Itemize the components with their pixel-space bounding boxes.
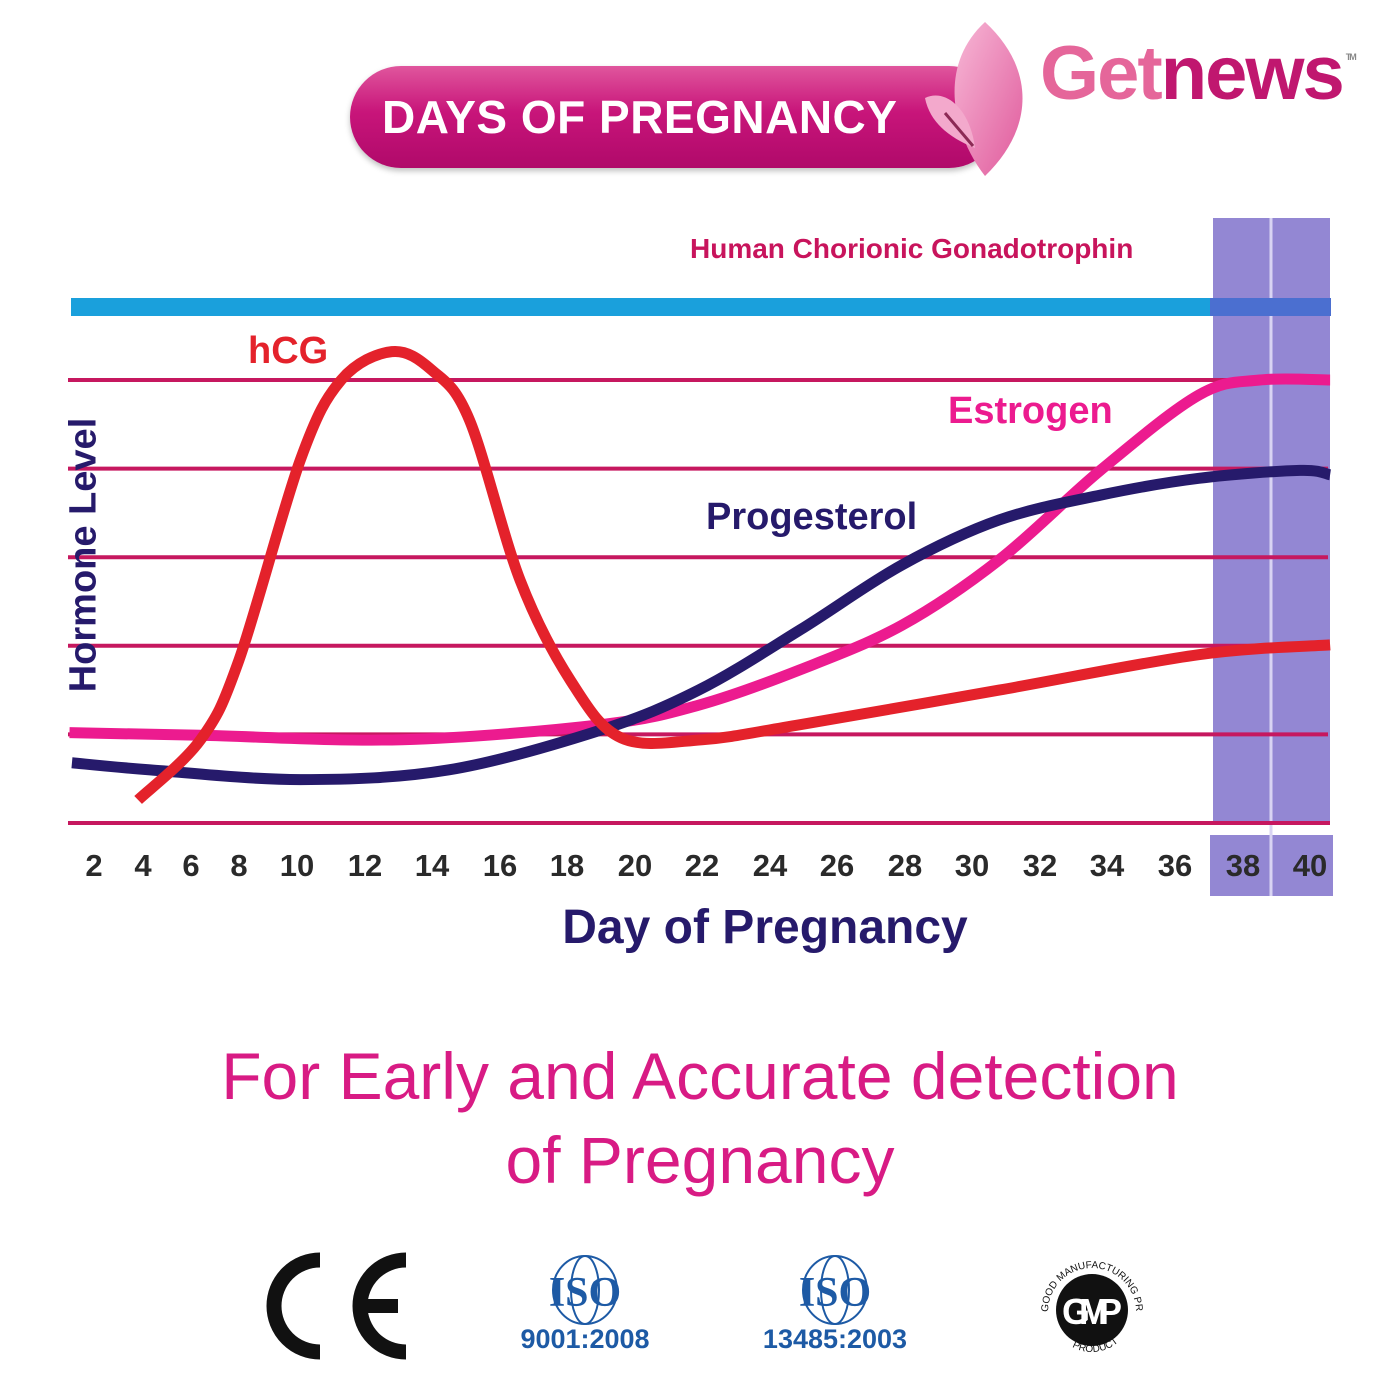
- series-label-hcg: hCG: [248, 330, 329, 372]
- x-tick-label: 8: [230, 848, 248, 883]
- x-tick-label: 10: [279, 848, 315, 883]
- x-tick-label: 18: [549, 848, 585, 883]
- x-tick-label: 24: [752, 848, 788, 883]
- svg-text:GMP: GMP: [1062, 1291, 1122, 1332]
- x-axis-label: Day of Pregnancy: [562, 901, 968, 954]
- x-tick-label: 30: [954, 848, 990, 883]
- tagline-line2: of Pregnancy: [505, 1123, 895, 1197]
- x-tick-label: 16: [482, 848, 518, 883]
- hcg-bar: [71, 298, 1331, 316]
- x-tick-label: 26: [819, 848, 855, 883]
- series-label-estrogen: Estrogen: [948, 390, 1113, 432]
- hcg-bar-band: [1210, 298, 1331, 316]
- series-label-progesterol: Progesterol: [706, 496, 918, 538]
- x-tick-label: 34: [1089, 848, 1125, 883]
- banner-title: DAYS OF PREGNANCY: [382, 91, 898, 143]
- iso-code: 9001:2008: [520, 1324, 650, 1354]
- chart-title: Human Chorionic Gonadotrophin: [690, 233, 1134, 264]
- gmp-seal-icon: GMP GOOD MANUFACTURING PRACTICE PRODUCT: [1034, 1252, 1144, 1355]
- title-banner: DAYS OF PREGNANCY: [350, 66, 1000, 168]
- iso-code: 13485:2003: [762, 1324, 908, 1354]
- x-tick-label: 14: [414, 848, 450, 883]
- ce-mark-icon: [266, 1252, 407, 1360]
- iso-13485-badge: ISO 13485:2003: [750, 1252, 920, 1355]
- x-tick-label: 28: [887, 848, 923, 883]
- series-line-progesterol: [71, 464, 1332, 786]
- svg-text:ISO: ISO: [799, 1270, 871, 1316]
- x-tick-label: 38: [1225, 848, 1261, 883]
- iso-globe-icon: ISO: [799, 1255, 871, 1325]
- x-tick-label: 32: [1022, 848, 1058, 883]
- x-tick-label: 22: [684, 848, 720, 883]
- x-tick-label: 12: [347, 848, 383, 883]
- x-tick-label: 20: [617, 848, 653, 883]
- hormone-chart: [68, 218, 1333, 896]
- x-tick-label: 40: [1292, 848, 1328, 883]
- iso-globe-icon: ISO: [549, 1255, 621, 1325]
- x-tick-label: 6: [182, 848, 200, 883]
- series-line-estrogen: [69, 373, 1331, 746]
- x-tick-label: 36: [1157, 848, 1193, 883]
- series-line-hcg: [134, 346, 1331, 804]
- x-tick-label: 4: [134, 848, 152, 883]
- leaf-icon: [925, 22, 1023, 176]
- x-tick-label: 2: [85, 848, 103, 883]
- tagline-line1: For Early and Accurate detection: [221, 1039, 1179, 1113]
- svg-text:ISO: ISO: [549, 1270, 621, 1316]
- brand-logo: Getnews TM: [1040, 31, 1357, 116]
- iso-9001-badge: ISO 9001:2008: [510, 1252, 660, 1355]
- y-axis-label: Hormone Level: [62, 417, 105, 693]
